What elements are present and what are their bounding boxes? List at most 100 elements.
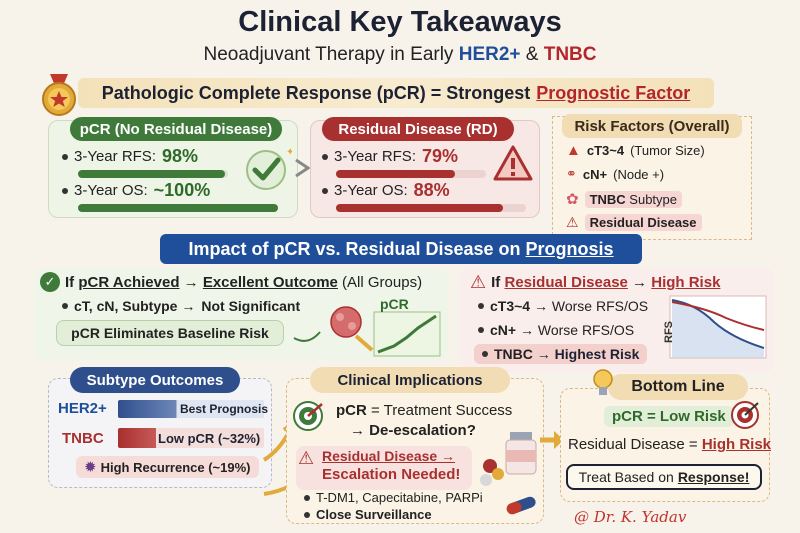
page-subtitle: Neoadjuvant Therapy in Early HER2+ & TNB… xyxy=(0,44,800,66)
risk-item-tumor-size: ▲ cT3~4 (Tumor Size) xyxy=(566,142,705,159)
subtitle-her2: HER2+ xyxy=(458,44,521,65)
pcr-rfs-bar xyxy=(78,170,225,178)
if-pcr-outcome: Excellent Outcome xyxy=(202,273,338,291)
if-pcr-title: ✓ If pCR Achieved → Excellent Outcome (A… xyxy=(40,272,422,292)
bullet-icon xyxy=(304,511,310,518)
bottom-line-1: pCR = Low Risk xyxy=(604,406,734,427)
risk-item-bold: cT3~4 xyxy=(586,143,625,158)
tnbc-text: Low pCR (~32%) xyxy=(158,431,261,446)
risk-item-bold: cN+ xyxy=(582,166,608,182)
lightbulb-icon xyxy=(593,369,613,395)
if-rd-risk: High Risk xyxy=(651,274,721,291)
impact-banner: Impact of pCR vs. Residual Disease on Pr… xyxy=(160,234,642,264)
page-title: Clinical Key Takeaways xyxy=(238,6,562,38)
pcr-graphic-label: pCR xyxy=(380,296,409,312)
risk-item-tnbc: ✿ TNBC Subtype xyxy=(566,190,683,208)
bottom-line-2-prefix: Residual Disease = xyxy=(568,436,698,453)
tnbc-label: TNBC xyxy=(62,430,104,447)
risk-item-node: ⚭ cN+ (Node +) xyxy=(566,166,664,182)
risk-item-residual: ⚠ Residual Disease xyxy=(566,214,702,231)
high-recurrence-pill: ✹ High Recurrence (~19%) xyxy=(76,456,259,478)
clinical-heading: Clinical Implications xyxy=(310,367,510,393)
cell-icon: ✿ xyxy=(566,191,579,208)
rd-rfs-label: 3-Year RFS: xyxy=(334,148,416,165)
bullet-icon xyxy=(62,187,68,194)
arrow-right-icon xyxy=(295,158,311,178)
clinical-line2: → De-escalation? xyxy=(350,422,476,439)
signature: @ Dr. K. Yadav xyxy=(574,508,687,526)
clinical-line1-rest: = Treatment Success xyxy=(366,402,513,419)
target-icon xyxy=(731,401,759,429)
if-pcr-prefix: If xyxy=(65,273,79,291)
if-rd-item: cT3~4 → Worse RFS/OS xyxy=(478,298,648,314)
warning-icon: ⚠ xyxy=(470,272,487,292)
if-pcr-label: pCR Achieved xyxy=(78,273,180,291)
rfs-curve-graphic: RFS xyxy=(663,295,767,359)
pcr-os-value: ~100% xyxy=(153,180,211,200)
rd-heading: Residual Disease (RD) xyxy=(322,117,514,141)
rd-rfs-stat: 3-Year RFS: 79% xyxy=(322,146,458,167)
pcr-os-stat: 3-Year OS: ~100% xyxy=(62,180,210,201)
bottom-line-3-prefix: Treat Based on xyxy=(578,469,674,485)
impact-prefix: Impact of pCR vs. Residual Disease on xyxy=(188,238,521,259)
warning-icon: ⚠ xyxy=(298,448,315,468)
if-rd-item-bold: cN+ xyxy=(490,322,517,338)
if-pcr-bullet: cT, cN, Subtype → Not Significant xyxy=(62,298,300,314)
if-pcr-bullet-bold: Not Significant xyxy=(201,298,301,314)
bottom-line-3-bold: Response! xyxy=(677,469,750,485)
bullet-icon xyxy=(322,187,328,194)
rfs-axis-label: RFS xyxy=(663,321,675,343)
bullet-icon xyxy=(478,303,484,309)
rd-os-value: 88% xyxy=(413,180,450,200)
bullet-icon xyxy=(304,494,310,501)
if-rd-item-rest: → Highest Risk xyxy=(532,346,640,362)
if-rd-item-bold: cT3~4 xyxy=(490,298,531,314)
subtitle-prefix: Neoadjuvant Therapy in Early xyxy=(203,44,459,65)
pcr-rfs-label: 3-Year RFS: xyxy=(74,148,156,165)
pcr-heading: pCR (No Residual Disease) xyxy=(70,117,282,141)
rd-rfs-track xyxy=(336,170,486,178)
if-rd-title: ⚠ If Residual Disease → High Risk xyxy=(470,272,720,293)
subtitle-amp: & xyxy=(520,44,544,65)
nodes-icon: ⚭ xyxy=(566,166,577,181)
her2-label: HER2+ xyxy=(58,400,107,417)
rd-rfs-bar xyxy=(336,170,455,178)
clinical-bullet1: T-DM1, Capecitabine, PARPi xyxy=(316,490,483,505)
if-rd-item-rest: → Worse RFS/OS xyxy=(530,298,649,314)
target-icon xyxy=(293,401,323,431)
pcr-rfs-value: 98% xyxy=(161,146,199,166)
clinical-bullet2: Close Surveillance xyxy=(316,507,432,522)
banner-prefix: Pathologic Complete Response (pCR) = Str… xyxy=(101,82,531,103)
if-rd-prefix: If xyxy=(491,274,505,291)
bullet-icon xyxy=(62,303,68,309)
arrow-up-icon: ▲ xyxy=(566,142,581,159)
if-rd-item-highlight: TNBC → Highest Risk xyxy=(474,344,648,364)
pcr-os-bar xyxy=(78,204,278,212)
if-rd-label: Residual Disease xyxy=(504,274,628,291)
risk-factors-heading: Risk Factors (Overall) xyxy=(562,114,742,138)
if-pcr-suffix: (All Groups) xyxy=(337,273,423,291)
arrow-right-icon xyxy=(540,431,564,449)
rd-os-track xyxy=(336,204,526,212)
clinical-line1-bold: pCR xyxy=(336,402,367,419)
bottom-line-heading: Bottom Line xyxy=(608,374,748,400)
warning-icon: ⚠ xyxy=(566,214,579,230)
if-rd-item: cN+ → Worse RFS/OS xyxy=(478,322,634,338)
risk-item-rest: (Tumor Size) xyxy=(630,143,705,158)
if-pcr-bullet-prefix: cT, cN, Subtype → xyxy=(74,298,196,314)
if-pcr-arrow: → xyxy=(179,273,203,291)
bullet-icon xyxy=(62,153,68,160)
checkmark-icon: ✦ xyxy=(246,147,292,190)
subtype-heading: Subtype Outcomes xyxy=(70,367,240,393)
warning-icon xyxy=(493,145,533,181)
rd-os-stat: 3-Year OS: 88% xyxy=(322,180,450,201)
pcr-eliminates-pill: pCR Eliminates Baseline Risk xyxy=(56,320,284,346)
clinical-bullet: T-DM1, Capecitabine, PARPi xyxy=(304,490,483,505)
medal-icon xyxy=(42,74,76,116)
clinical-line1: pCR = Treatment Success xyxy=(336,402,512,419)
medication-icon xyxy=(480,432,537,515)
bottom-line-2-bold: High Risk xyxy=(701,436,772,453)
her2-bar xyxy=(118,400,264,418)
high-recurrence-text: High Recurrence (~19%) xyxy=(100,459,251,475)
rd-os-bar xyxy=(336,204,504,212)
